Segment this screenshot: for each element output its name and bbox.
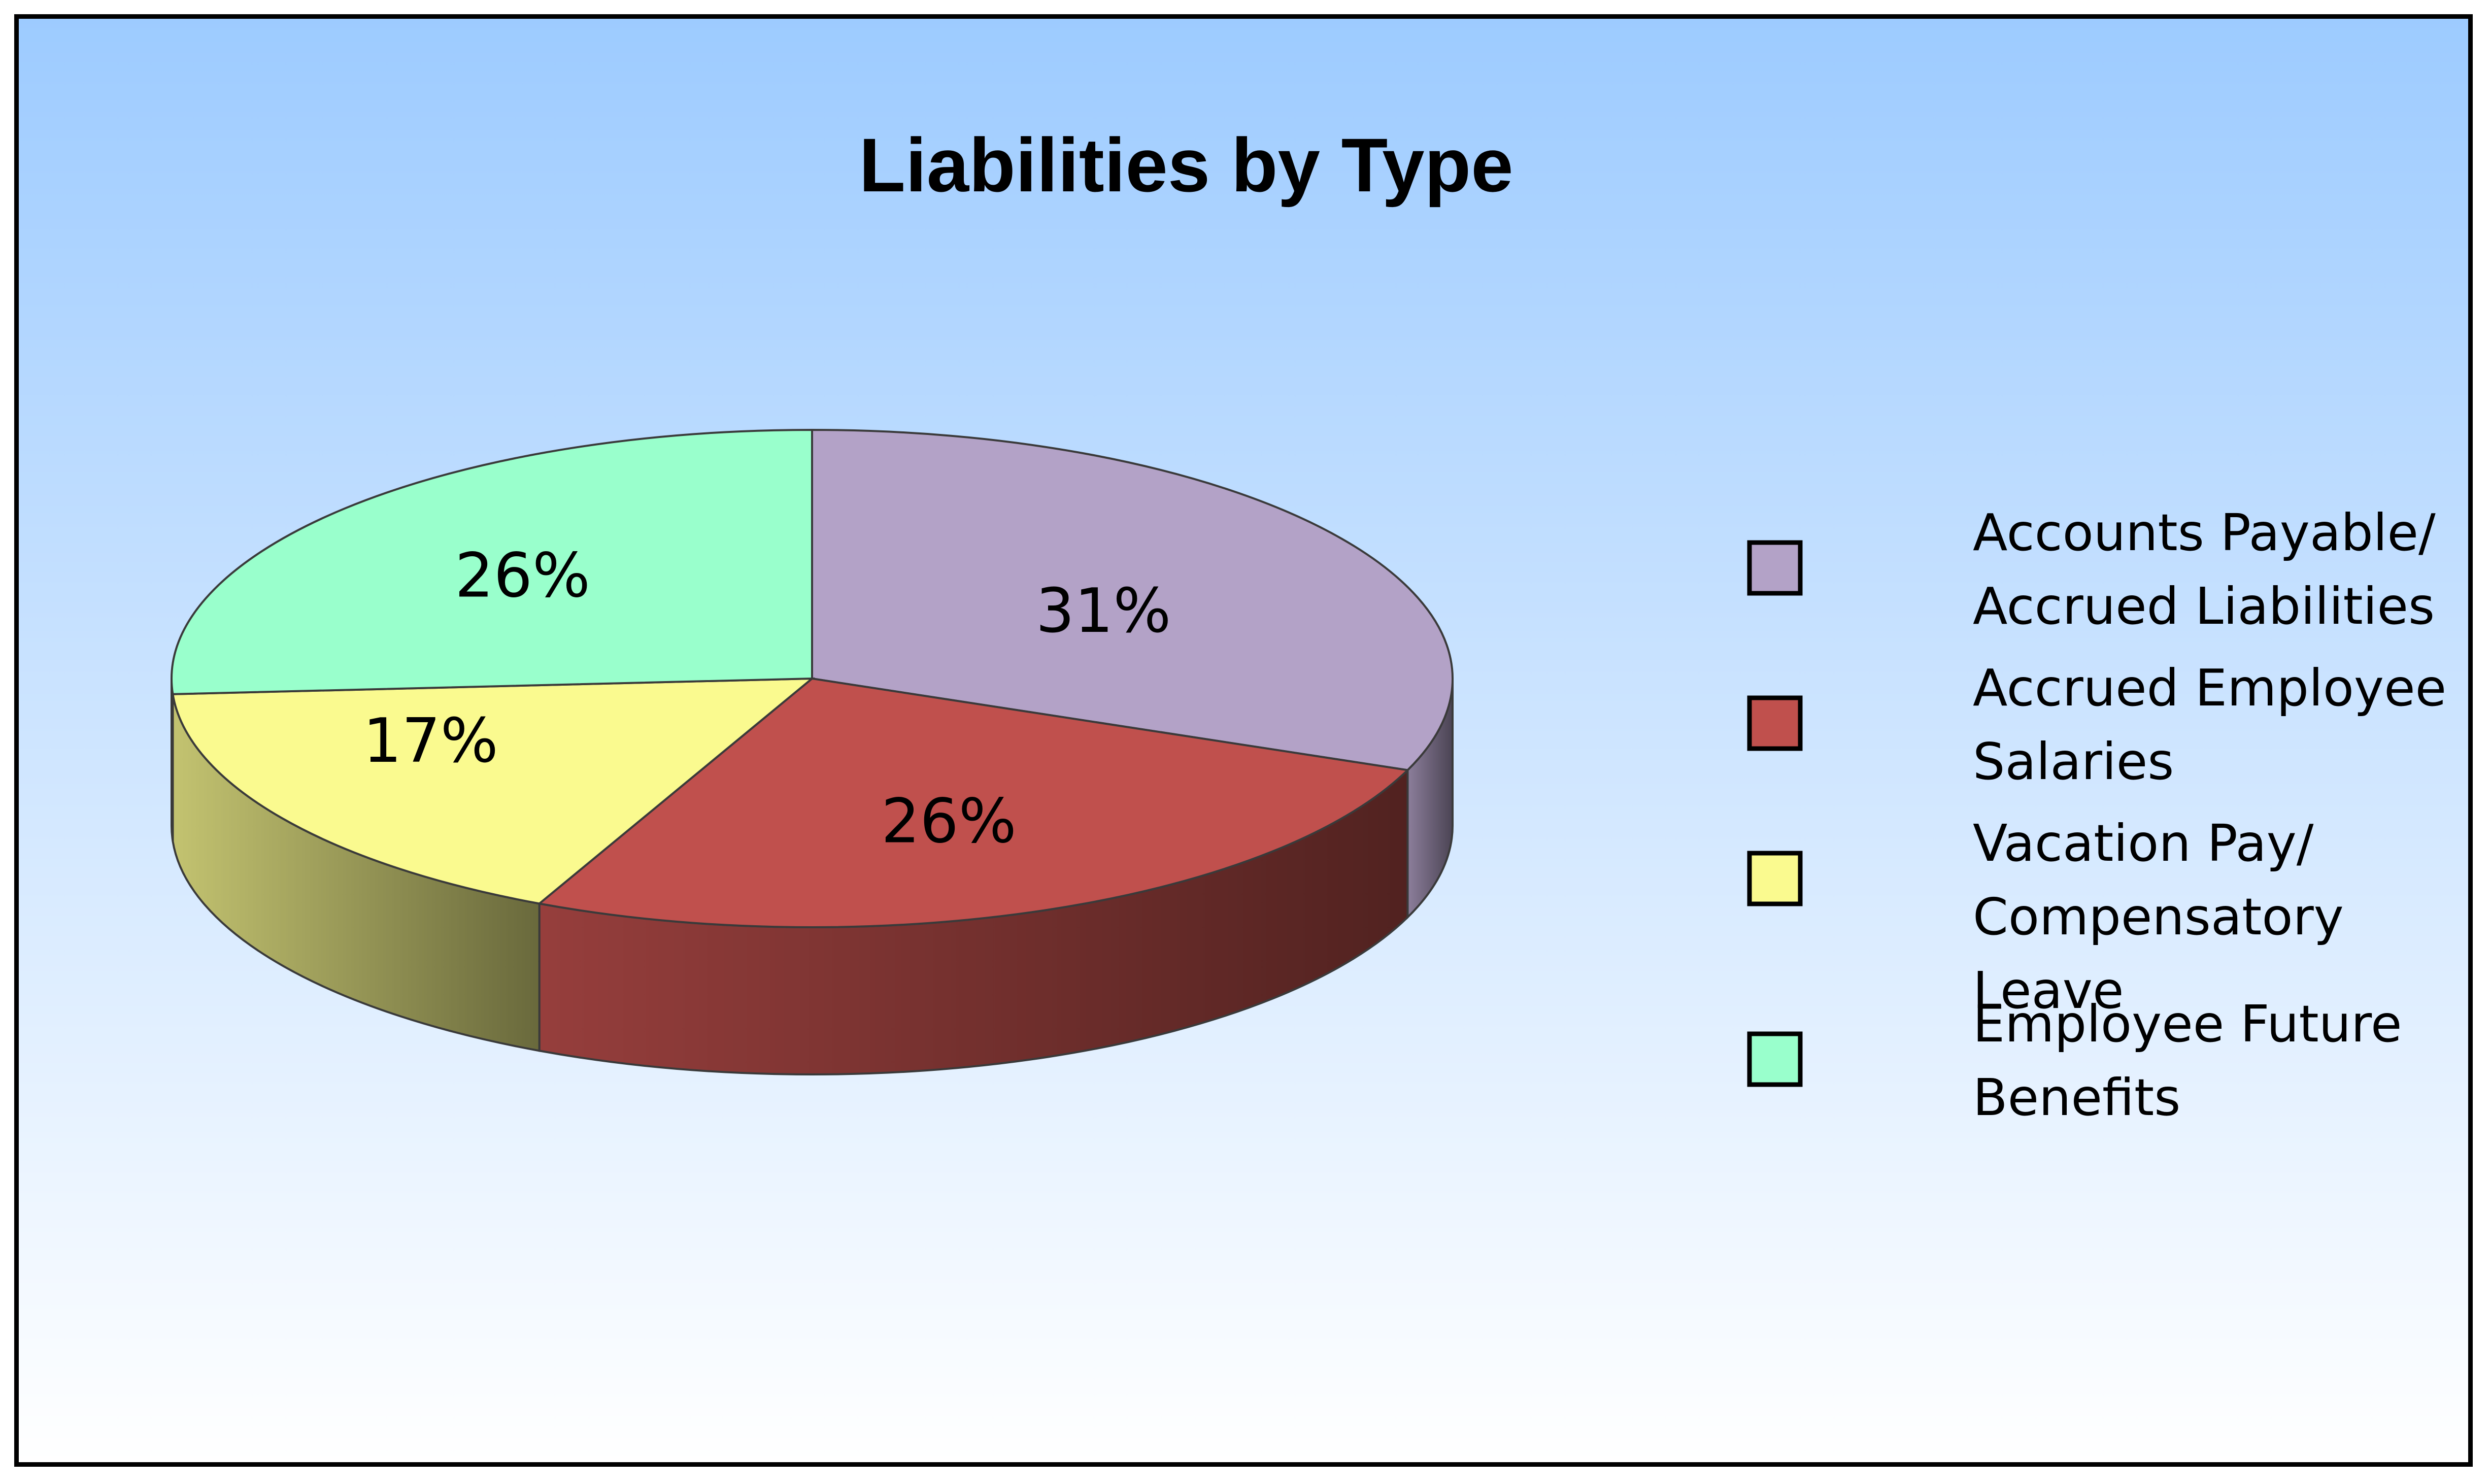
pie-slices <box>171 428 1454 929</box>
legend-label-4: Employee Future Benefits <box>1973 994 2402 1127</box>
pie-slice-3 <box>172 677 815 905</box>
pie-slice-4 <box>171 428 813 695</box>
legend-label-3: Vacation Pay/Compensatory Leave <box>1973 814 2344 1020</box>
slice-label-3: 17% <box>363 706 498 777</box>
chart-frame: Liabilities by Type 31% 26% 17% 26% Account… <box>14 14 2473 1467</box>
legend-swatch-4 <box>1747 1031 1803 1087</box>
pie-chart: Liabilities by Type 31% 26% 17% 26% Account… <box>19 19 2468 1462</box>
legend: Accounts Payable/Accrued Liabilities Accr… <box>1747 503 2446 1127</box>
pie-side-4 <box>171 678 174 842</box>
chart-title: Liabilities by Type <box>859 122 1513 208</box>
slice-label-1: 31% <box>1036 576 1171 647</box>
legend-swatch-2 <box>1747 695 1803 751</box>
legend-label-1: Accounts Payable/Accrued Liabilities <box>1973 503 2436 636</box>
pie-slice-1 <box>811 428 1454 771</box>
legend-label-2: Accrued Employee Salaries <box>1973 658 2446 791</box>
slice-label-2: 26% <box>881 786 1017 857</box>
legend-swatch-1 <box>1747 540 1803 596</box>
slice-label-4: 26% <box>455 541 590 612</box>
legend-swatch-3 <box>1747 851 1803 906</box>
pie-sides <box>171 678 1454 1076</box>
pie-labels: 31% 26% 17% 26% <box>363 541 1171 857</box>
pie-slice-2 <box>537 677 1410 929</box>
